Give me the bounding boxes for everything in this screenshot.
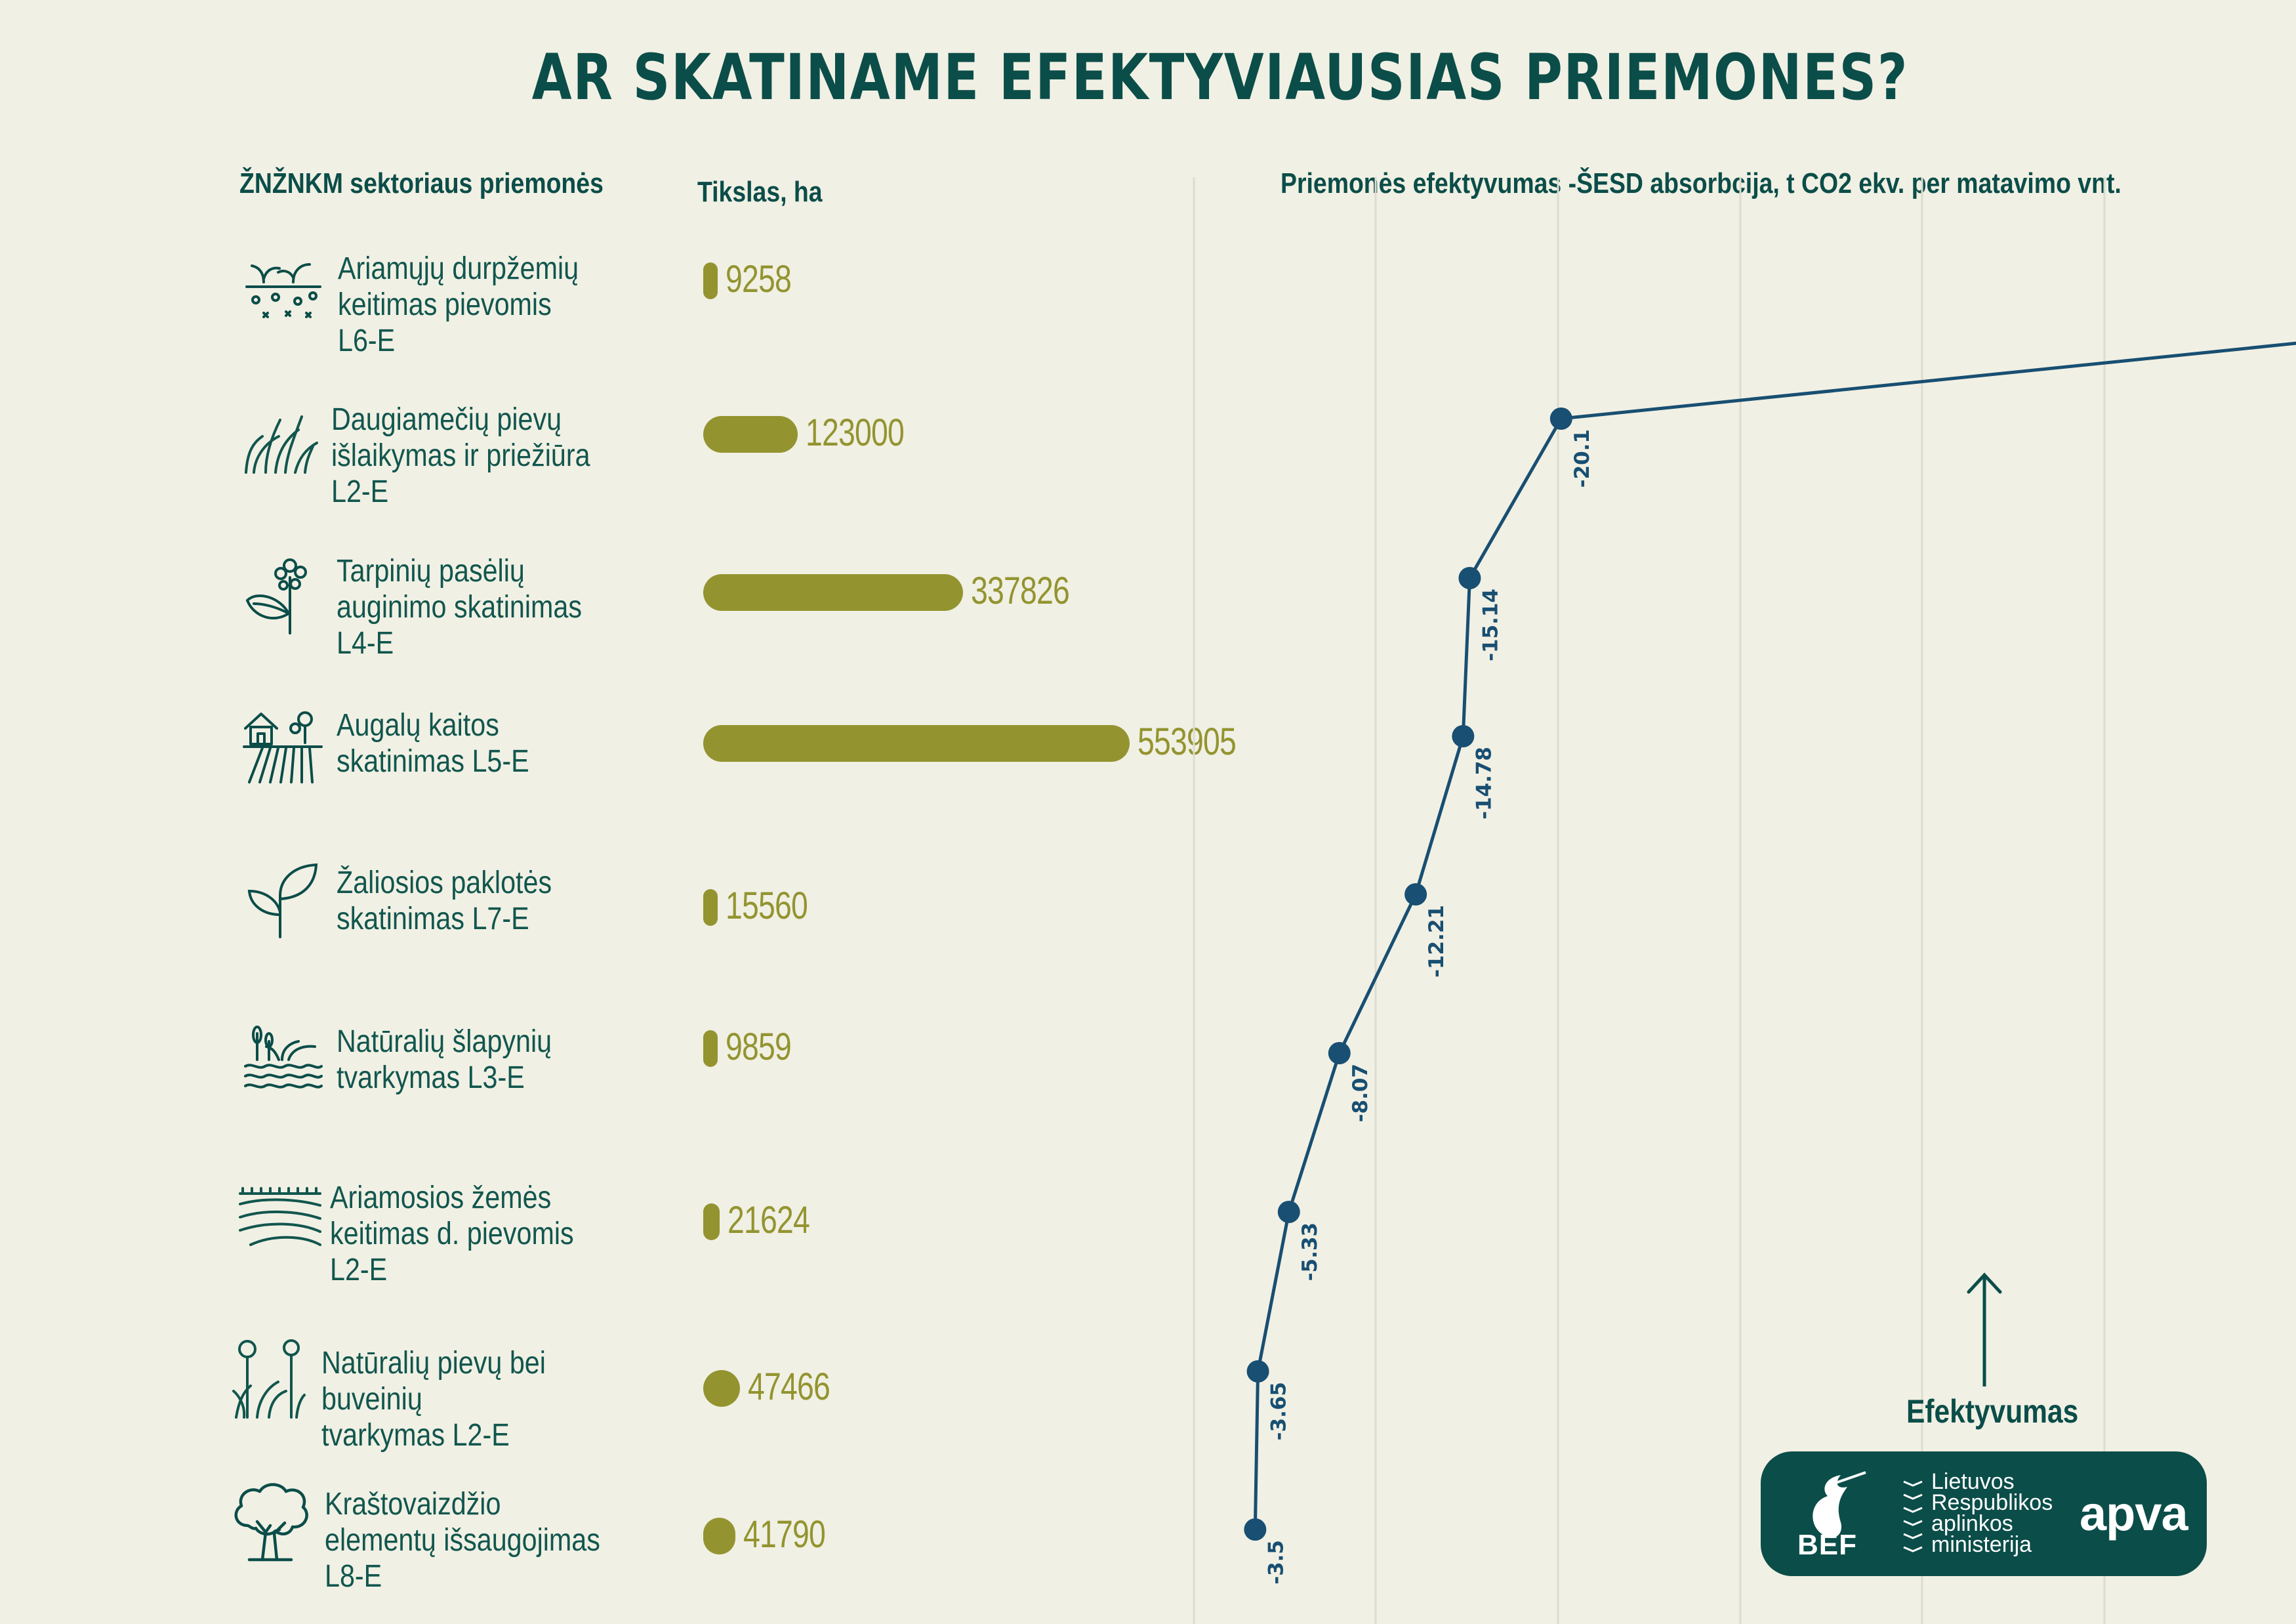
measure-label: Daugiamečių pievų išlaikymas ir priežiūr… <box>331 402 590 509</box>
efficiency-point <box>1244 1518 1267 1541</box>
efficiency-point <box>1277 1201 1300 1223</box>
apva-logo-text: apva <box>2080 1486 2188 1541</box>
target-bar-value: 123000 <box>806 411 905 454</box>
measure-label: Natūralių šlapynių tvarkymas L3-E <box>337 1024 552 1095</box>
meadow-flowers-icon <box>231 1339 306 1421</box>
target-bar-value: 41790 <box>743 1513 826 1556</box>
arrow-up-icon <box>1967 1272 2002 1386</box>
efficiency-point <box>1458 567 1481 589</box>
farm-field-icon <box>243 709 323 784</box>
target-bar <box>703 1203 720 1240</box>
efficiency-point-label: -3.5 <box>1264 1540 1288 1585</box>
measure-label: Žaliosios paklotės skatinimas L7-E <box>337 865 552 936</box>
target-bar <box>703 574 964 611</box>
field-rows-icon <box>237 1184 323 1247</box>
ministry-logo-mark <box>1903 1480 1923 1552</box>
target-bar-value: 21624 <box>728 1199 810 1241</box>
target-bar <box>703 416 798 453</box>
efficiency-point <box>1549 407 1572 430</box>
efficiency-point-label: -12.21 <box>1425 905 1448 978</box>
ministry-logo-text: Lietuvos Respublikos aplinkos ministerij… <box>1931 1469 2053 1557</box>
efficiency-point <box>1246 1360 1269 1383</box>
target-bar-value: 553905 <box>1138 720 1237 763</box>
efficiency-point <box>1328 1042 1351 1064</box>
target-bar-value: 15560 <box>726 885 808 927</box>
target-column-header: Tikslas, ha <box>697 176 823 208</box>
target-bar-value: 337826 <box>971 570 1070 612</box>
measure-label: Ariamųjų durpžemių keitimas pievomis L6-… <box>338 251 579 358</box>
target-bar <box>703 725 1130 762</box>
page-title: AR SKATINAME EFEKTYVIAUSIAS PRIEMONES? <box>531 41 1909 114</box>
target-bar-value: 47466 <box>747 1365 830 1408</box>
measure-label: Natūralių pievų bei buveinių tvarkymas L… <box>321 1346 546 1453</box>
target-bar <box>703 1370 740 1407</box>
measure-label: Augalų kaitos skatinimas L5-E <box>337 708 529 779</box>
target-bar <box>703 262 718 299</box>
target-bar-value: 9859 <box>726 1026 792 1068</box>
seedling-icon <box>244 860 321 938</box>
logo-bar: BEF Lietuvos Respublikos aplinkos minist… <box>1761 1451 2207 1576</box>
measure-label: Ariamosios žemės keitimas d. pievomis L2… <box>330 1180 574 1287</box>
bef-heron-logo <box>1813 1471 1866 1538</box>
tree-icon <box>230 1480 312 1562</box>
efficiency-point-label: -8.07 <box>1349 1064 1372 1122</box>
efficiency-point <box>1452 725 1475 747</box>
target-bar <box>703 1518 736 1554</box>
measures-column-header: ŽNŽNKM sektoriaus priemonės <box>239 167 604 199</box>
efficiency-point-label: -5.33 <box>1298 1222 1322 1281</box>
efficiency-column-header: Priemonės efektyvumas -ŠESD absorbcija, … <box>1281 167 2122 199</box>
grass-icon <box>239 407 319 476</box>
target-bar <box>703 889 718 926</box>
target-bar-value: 9258 <box>726 258 792 301</box>
wetland-icon <box>243 1020 323 1089</box>
efficiency-point-label: -3.65 <box>1267 1382 1291 1440</box>
bef-logo-text: BEF <box>1797 1529 1857 1561</box>
efficiency-arrow-label: Efektyvumas <box>1906 1393 2079 1430</box>
efficiency-point <box>1404 883 1427 906</box>
efficiency-point-label: -15.14 <box>1479 589 1502 661</box>
measure-label: Tarpinių pasėlių auginimo skatinimas L4-… <box>337 554 582 661</box>
efficiency-point-label: -20.1 <box>1570 429 1594 488</box>
target-bar <box>703 1030 718 1067</box>
efficiency-point-label: -14.78 <box>1472 747 1496 820</box>
soil-sprout-icon <box>244 253 323 325</box>
measure-label: Kraštovaizdžio elementų išsaugojimas L8-… <box>325 1487 600 1594</box>
plant-leaf-icon <box>244 551 321 635</box>
